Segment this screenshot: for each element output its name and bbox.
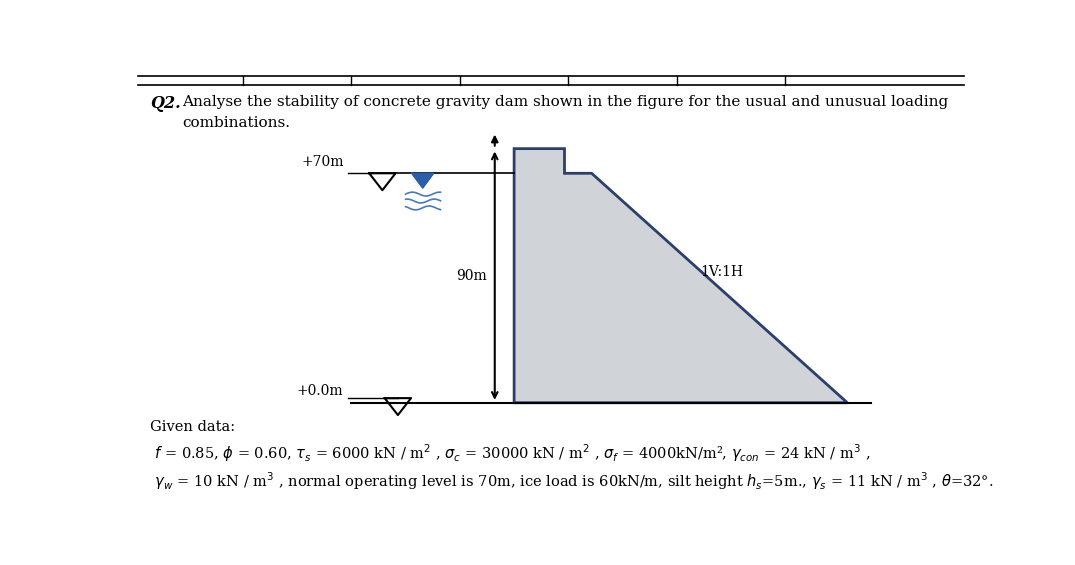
- Text: $\gamma_w$ = 10 kN / m$^3$ , normal operating level is 70m, ice load is 60kN/m, : $\gamma_w$ = 10 kN / m$^3$ , normal oper…: [149, 471, 993, 492]
- Polygon shape: [385, 398, 411, 415]
- Polygon shape: [412, 173, 433, 188]
- Polygon shape: [369, 173, 396, 190]
- Text: $f$ = 0.85, $\phi$ = 0.60, $\tau_s$ = 6000 kN / m$^2$ , $\sigma_c$ = 30000 kN / : $f$ = 0.85, $\phi$ = 0.60, $\tau_s$ = 60…: [149, 443, 870, 464]
- Text: combinations.: combinations.: [183, 116, 290, 131]
- Text: Given data:: Given data:: [149, 420, 235, 434]
- Text: 90m: 90m: [456, 269, 487, 282]
- Polygon shape: [514, 149, 847, 403]
- Text: +0.0m: +0.0m: [297, 384, 344, 398]
- Text: +70m: +70m: [301, 155, 344, 169]
- Text: 1V:1H: 1V:1H: [700, 265, 743, 279]
- Text: Q2.: Q2.: [149, 95, 181, 112]
- Text: Analyse the stability of concrete gravity dam shown in the figure for the usual : Analyse the stability of concrete gravit…: [183, 95, 948, 108]
